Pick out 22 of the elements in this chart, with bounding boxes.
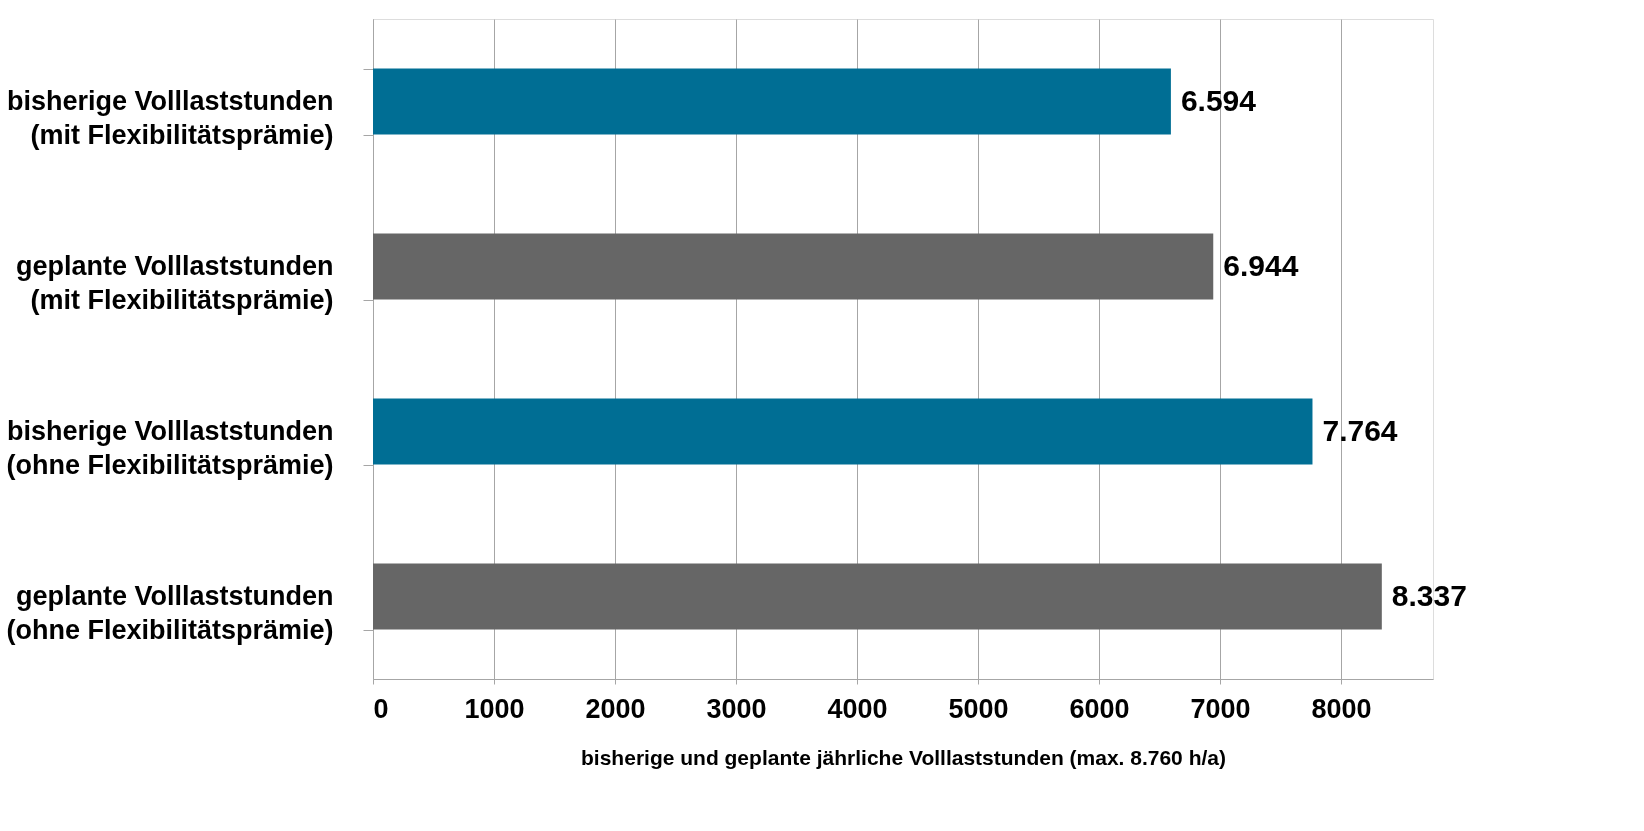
y-tick-label: geplante Volllaststunden (mit Flexibilitätsprämie) bbox=[15, 251, 334, 315]
y-tick-label: bisherige Volllaststunden (mit Flexibilitätsprämie) bbox=[6, 86, 334, 150]
x-tick-label: 2000 bbox=[585, 693, 646, 724]
x-tick-label: 7000 bbox=[1190, 693, 1251, 724]
x-tick-label: 4000 bbox=[827, 693, 888, 724]
data-label: 6.594 bbox=[1180, 83, 1257, 117]
y-tick-label: bisherige Volllaststunden (ohne Flexibilitätsprämie) bbox=[6, 416, 334, 480]
data-label: 6.944 bbox=[1223, 248, 1299, 282]
x-tick-label: 8000 bbox=[1311, 693, 1372, 724]
data-label: 8.337 bbox=[1391, 578, 1467, 612]
y-tick-label: geplante Volllaststunden (ohne Flexibilitätsprämie) bbox=[6, 581, 334, 645]
x-axis-title: bisherige und geplante jährliche Volllaststunden (max. 8.760 h/a) bbox=[581, 745, 1226, 769]
x-tick-label: 1000 bbox=[464, 693, 525, 724]
x-tick-label: 3000 bbox=[706, 693, 767, 724]
x-tick-label: 5000 bbox=[948, 693, 1009, 724]
bar bbox=[373, 398, 1313, 465]
x-tick-label: 6000 bbox=[1069, 693, 1130, 724]
bar bbox=[373, 563, 1382, 630]
data-label: 7.764 bbox=[1322, 413, 1398, 447]
x-tick-label: 0 bbox=[373, 693, 389, 724]
bar bbox=[373, 68, 1171, 135]
bar bbox=[373, 233, 1214, 300]
